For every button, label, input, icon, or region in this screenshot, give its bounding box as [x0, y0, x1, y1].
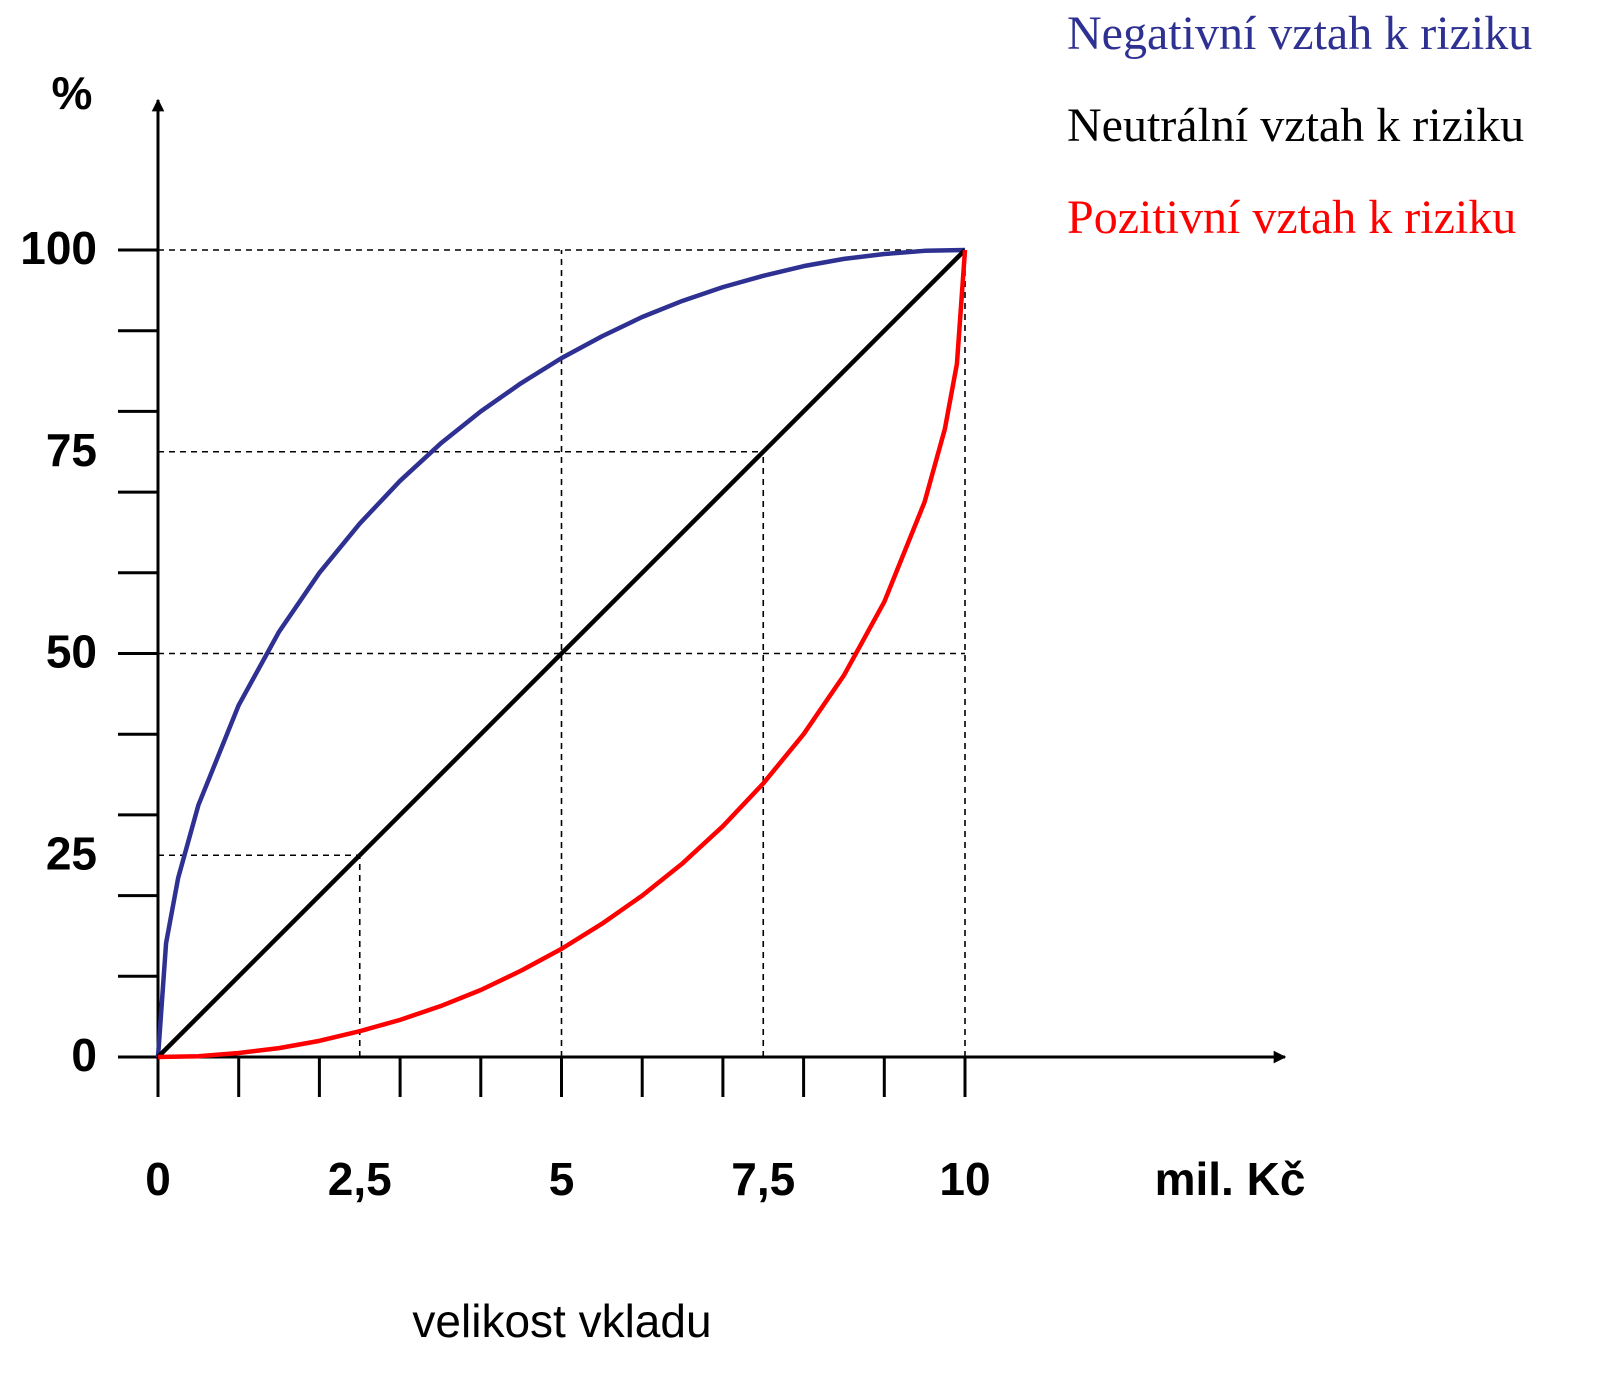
legend-entry: Neutrální vztah k riziku — [1067, 99, 1524, 152]
x-unit: mil. Kč — [1155, 1153, 1306, 1205]
y-unit: % — [52, 67, 93, 119]
y-tick-label: 0 — [71, 1029, 97, 1081]
series-line — [156, 248, 967, 1059]
y-tick-label: 25 — [46, 827, 97, 879]
x-tick-label: 0 — [145, 1153, 171, 1205]
legend-entry: Pozitivní vztah k riziku — [1067, 191, 1516, 244]
x-tick-label: 5 — [549, 1153, 575, 1205]
y-tick-label: 75 — [46, 424, 97, 476]
y-tick-label: 100 — [20, 222, 97, 274]
series-line — [155, 247, 966, 1058]
x-tick-label: 2,5 — [328, 1153, 392, 1205]
legend-entry: Negativní vztah k riziku — [1067, 7, 1532, 60]
y-tick-label: 50 — [46, 626, 97, 678]
series-line — [157, 249, 968, 1060]
x-tick-label: 10 — [939, 1153, 990, 1205]
x-axis-label: velikost vkladu — [412, 1295, 711, 1347]
x-tick-label: 7,5 — [731, 1153, 795, 1205]
